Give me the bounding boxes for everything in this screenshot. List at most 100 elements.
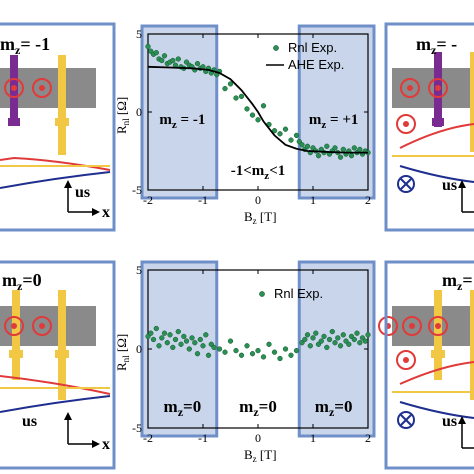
axis-y-arrowhead bbox=[458, 180, 466, 188]
region-label-main: -1<m bbox=[231, 163, 265, 179]
spin-cross-in bbox=[397, 175, 415, 193]
schematic-bottom-left: x us mz=0 bbox=[0, 260, 116, 470]
data-point bbox=[145, 43, 151, 50]
yellow-electrode bbox=[58, 290, 66, 400]
mz-m: m bbox=[416, 34, 431, 54]
data-point bbox=[335, 335, 341, 341]
region-label-rest: =0 bbox=[259, 397, 277, 416]
data-point bbox=[282, 346, 289, 352]
data-point bbox=[337, 154, 344, 160]
legend: Rnl Exp. bbox=[259, 286, 323, 301]
region-label-main: m bbox=[239, 397, 253, 416]
x-tick-label: -2 bbox=[143, 193, 153, 207]
data-point bbox=[266, 341, 272, 347]
navy-decay-curve bbox=[0, 395, 111, 413]
x-tick-label: -1 bbox=[198, 431, 208, 445]
red-decay-curve bbox=[399, 123, 474, 149]
data-point bbox=[238, 352, 245, 358]
data-point bbox=[178, 341, 184, 347]
spin-dot-out bbox=[396, 350, 416, 370]
yellow-electrode bbox=[470, 290, 474, 400]
x-axis-label-main: B bbox=[244, 447, 253, 462]
region-label: mz = -1 bbox=[159, 112, 205, 131]
data-point bbox=[351, 145, 357, 151]
y-tick-label: 5 bbox=[136, 263, 142, 277]
data-point bbox=[255, 347, 261, 354]
mz-value: = bbox=[462, 270, 472, 290]
data-point bbox=[324, 344, 330, 351]
data-point bbox=[362, 338, 368, 344]
y-axis-label-main: R bbox=[114, 362, 129, 371]
data-point bbox=[310, 335, 316, 341]
y-axis-label: Rnl [Ω] bbox=[114, 334, 131, 371]
spin-dot-out bbox=[402, 316, 422, 336]
region-label-sub: z bbox=[178, 405, 184, 419]
data-point bbox=[222, 85, 228, 92]
spin-dot-out bbox=[428, 316, 448, 336]
data-point bbox=[159, 335, 165, 341]
data-point bbox=[194, 351, 201, 357]
data-point bbox=[307, 343, 313, 349]
legend-dot bbox=[259, 291, 265, 297]
data-point bbox=[175, 328, 181, 335]
data-point bbox=[304, 143, 311, 149]
region-label-sub: z bbox=[172, 119, 177, 131]
data-point bbox=[227, 81, 234, 87]
legend: Rnl Exp. AHE Exp. bbox=[266, 40, 344, 72]
y-axis-label: Rnl [Ω] bbox=[114, 97, 131, 134]
mz-value: =0 bbox=[22, 270, 41, 290]
y-axis-label-sub: nl bbox=[121, 355, 131, 363]
mz-label: mz= - bbox=[416, 34, 457, 57]
navy-decay-curve bbox=[399, 165, 474, 183]
panel-border bbox=[0, 22, 116, 232]
axis-us-label: us bbox=[22, 413, 37, 430]
y-tick-label: 0 bbox=[136, 342, 142, 356]
data-point bbox=[156, 343, 162, 349]
region-label: -1<mz<1 bbox=[231, 163, 286, 182]
data-point bbox=[277, 355, 283, 362]
data-point bbox=[200, 343, 206, 349]
axis-y-arrowhead bbox=[64, 412, 72, 420]
region-label-rest: =0 bbox=[334, 397, 352, 416]
legend-label: Rnl Exp. bbox=[288, 40, 337, 55]
data-point bbox=[181, 333, 187, 340]
x-tick-label: -1 bbox=[198, 193, 208, 207]
yellow-electrode bbox=[58, 55, 66, 155]
data-point bbox=[233, 95, 239, 101]
mz-value: = - bbox=[436, 34, 457, 54]
spin-dot-out bbox=[32, 316, 52, 336]
axis-x-arrowhead bbox=[92, 440, 100, 448]
data-point bbox=[288, 352, 294, 358]
mz-label: mz= bbox=[442, 270, 473, 293]
region-panel bbox=[297, 260, 376, 438]
data-point bbox=[354, 330, 360, 336]
region-label-rest: =0 bbox=[183, 397, 201, 416]
data-point bbox=[244, 343, 250, 349]
data-point bbox=[299, 142, 305, 148]
axis-y-arrowhead bbox=[458, 416, 466, 424]
x-axis-label-main: B bbox=[244, 209, 253, 224]
data-point bbox=[260, 103, 267, 109]
panel-border bbox=[0, 260, 116, 470]
data-point bbox=[175, 56, 181, 62]
data-point bbox=[161, 330, 168, 336]
data-point bbox=[148, 330, 154, 336]
x-tick-label: 0 bbox=[255, 193, 261, 207]
y-tick-label: 0 bbox=[136, 105, 142, 119]
data-point bbox=[238, 93, 245, 100]
axis-y-arrowhead bbox=[64, 180, 72, 188]
region-label-main: m bbox=[159, 112, 172, 128]
data-point bbox=[170, 344, 176, 351]
data-point bbox=[271, 128, 278, 134]
region-label-main: m bbox=[164, 397, 178, 416]
data-point bbox=[227, 338, 234, 344]
region-panel bbox=[297, 24, 376, 200]
y-axis-label-rest: [Ω] bbox=[114, 97, 129, 119]
data-point bbox=[313, 330, 319, 336]
data-point bbox=[337, 343, 344, 349]
mz-m: m bbox=[2, 270, 17, 290]
data-point bbox=[329, 328, 335, 335]
spin-dot-out bbox=[32, 78, 52, 98]
